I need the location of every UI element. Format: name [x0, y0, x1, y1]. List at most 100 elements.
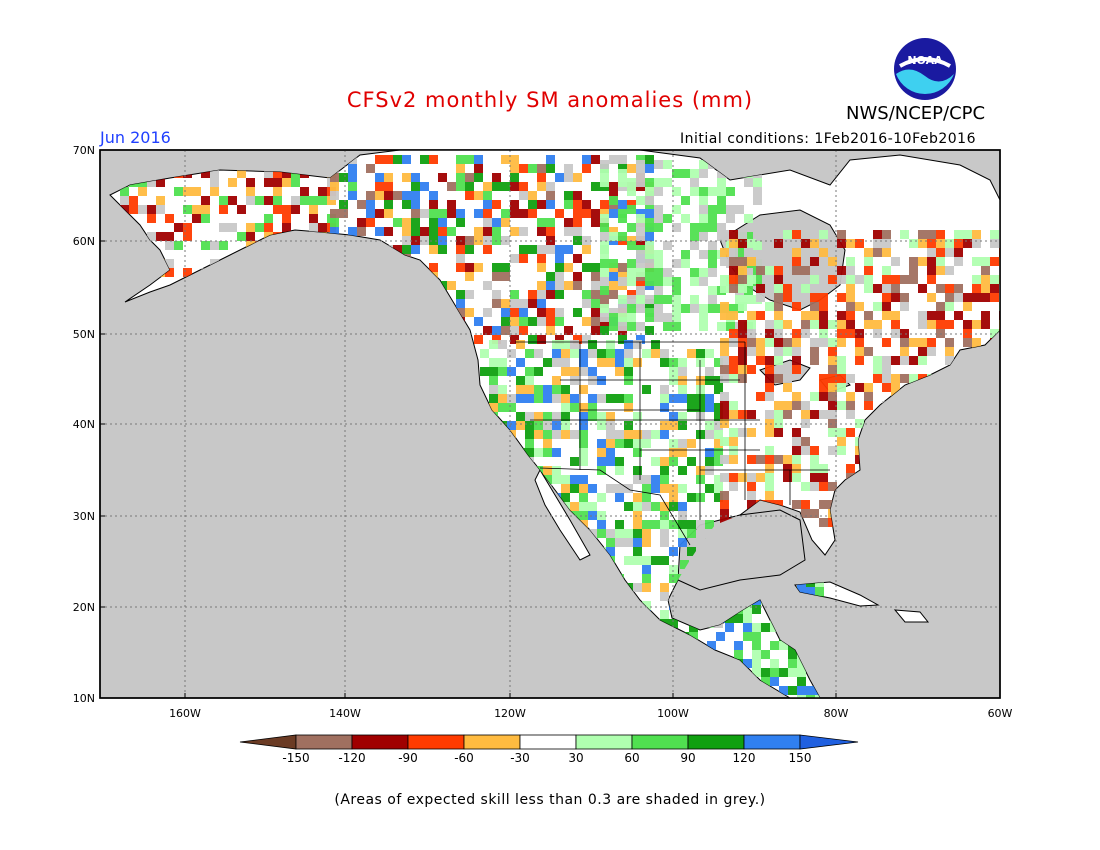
anomaly-cell	[489, 367, 498, 376]
anomaly-cell	[681, 169, 690, 178]
anomaly-cell	[990, 284, 999, 293]
anomaly-cell	[552, 376, 561, 385]
anomaly-cell	[707, 641, 716, 650]
anomaly-cell	[774, 293, 783, 302]
anomaly-cell	[642, 349, 651, 358]
anomaly-cell	[507, 349, 516, 358]
anomaly-cell	[552, 340, 561, 349]
anomaly-cell	[579, 421, 588, 430]
anomaly-cell	[600, 214, 609, 223]
anomaly-cell	[927, 338, 936, 347]
anomaly-cell	[765, 446, 774, 455]
anomaly-cell	[792, 455, 801, 464]
anomaly-cell	[864, 284, 873, 293]
anomaly-cell	[846, 428, 855, 437]
anomaly-cell	[228, 196, 237, 205]
anomaly-cell	[246, 178, 255, 187]
anomaly-cell	[552, 448, 561, 457]
soil-moisture-map: 70N 60N 50N 40N 30N 20N 10N 160W 140W 120W 100W 80…	[73, 144, 1013, 765]
anomaly-cell	[465, 272, 474, 281]
anomaly-cell	[618, 304, 627, 313]
anomaly-cell	[633, 511, 642, 520]
anomaly-cell	[744, 232, 753, 241]
anomaly-cell	[642, 601, 651, 610]
anomaly-cell	[384, 209, 393, 218]
anomaly-cell	[546, 308, 555, 317]
anomaly-cell	[543, 358, 552, 367]
legend-tick-label: -120	[338, 751, 365, 765]
anomaly-cell	[528, 200, 537, 209]
anomaly-cell	[489, 403, 498, 412]
anomaly-cell	[882, 239, 891, 248]
anomaly-cell	[660, 556, 669, 565]
anomaly-cell	[597, 394, 606, 403]
anomaly-cell	[642, 538, 651, 547]
anomaly-cell	[210, 241, 219, 250]
anomaly-cell	[645, 236, 654, 245]
anomaly-cell	[954, 239, 963, 248]
anomaly-cell	[699, 313, 708, 322]
anomaly-cell	[687, 547, 696, 556]
anomaly-cell	[492, 182, 501, 191]
anomaly-cell	[456, 209, 465, 218]
anomaly-cell	[699, 268, 708, 277]
anomaly-cell	[465, 173, 474, 182]
anomaly-cell	[561, 412, 570, 421]
anomaly-cell	[738, 410, 747, 419]
anomaly-cell	[714, 403, 723, 412]
anomaly-cell	[801, 239, 810, 248]
anomaly-cell	[636, 155, 645, 164]
anomaly-cell	[654, 187, 663, 196]
anomaly-cell	[579, 358, 588, 367]
anomaly-cell	[636, 286, 645, 295]
anomaly-cell	[708, 268, 717, 277]
anomaly-cell	[510, 200, 519, 209]
anomaly-cell	[624, 376, 633, 385]
anomaly-cell	[609, 272, 618, 281]
anomaly-cell	[678, 376, 687, 385]
anomaly-cell	[819, 302, 828, 311]
anomaly-cell	[501, 182, 510, 191]
anomaly-cell	[537, 182, 546, 191]
anomaly-cell	[411, 209, 420, 218]
anomaly-cell	[636, 169, 645, 178]
anomaly-cell	[654, 286, 663, 295]
anomaly-cell	[618, 155, 627, 164]
anomaly-cell	[753, 241, 762, 250]
anomaly-cell	[465, 308, 474, 317]
anomaly-cell	[600, 160, 609, 169]
anomaly-cell	[954, 284, 963, 293]
anomaly-cell	[192, 214, 201, 223]
anomaly-cell	[678, 466, 687, 475]
anomaly-cell	[774, 275, 783, 284]
anomaly-cell	[738, 320, 747, 329]
anomaly-cell	[588, 484, 597, 493]
anomaly-cell	[699, 205, 708, 214]
anomaly-cell	[729, 446, 738, 455]
anomaly-cell	[582, 164, 591, 173]
anomaly-cell	[579, 412, 588, 421]
anomaly-cell	[636, 304, 645, 313]
anomaly-cell	[645, 223, 654, 232]
anomaly-cell	[669, 493, 678, 502]
anomaly-cell	[507, 403, 516, 412]
anomaly-cell	[600, 259, 609, 268]
anomaly-cell	[573, 254, 582, 263]
anomaly-cell	[510, 299, 519, 308]
anomaly-cell	[729, 455, 738, 464]
initial-conditions: Initial conditions: 1Feb2016-10Feb2016	[680, 131, 976, 147]
anomaly-cell	[765, 248, 774, 257]
anomaly-cell	[720, 500, 729, 509]
anomaly-cell	[588, 502, 597, 511]
anomaly-cell	[672, 286, 681, 295]
anomaly-cell	[525, 439, 534, 448]
anomaly-cell	[828, 257, 837, 266]
anomaly-cell	[501, 155, 510, 164]
anomaly-cell	[618, 313, 627, 322]
anomaly-cell	[678, 439, 687, 448]
anomaly-cell	[720, 248, 729, 257]
anomaly-cell	[552, 412, 561, 421]
anomaly-cell	[761, 677, 770, 686]
anomaly-cell	[570, 475, 579, 484]
anomaly-cell	[972, 284, 981, 293]
